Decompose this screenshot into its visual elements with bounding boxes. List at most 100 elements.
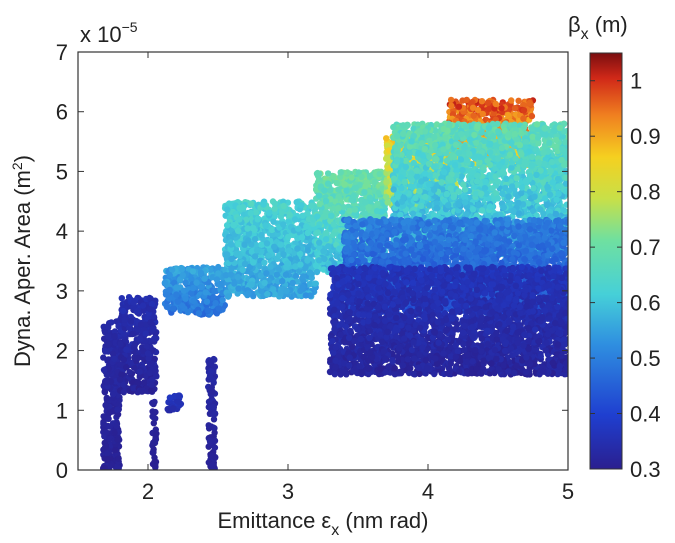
data-point <box>373 207 381 215</box>
data-point <box>231 280 238 287</box>
data-point <box>335 204 342 212</box>
data-point <box>205 422 212 429</box>
data-point <box>195 310 203 317</box>
data-point <box>152 367 159 375</box>
data-point <box>230 221 237 229</box>
data-point <box>188 290 195 297</box>
data-point <box>215 305 223 312</box>
data-point <box>104 322 112 330</box>
data-point <box>109 350 117 357</box>
data-point <box>101 389 109 396</box>
data-point <box>215 263 222 271</box>
data-point <box>117 341 124 348</box>
data-point <box>126 369 133 376</box>
data-point <box>131 341 139 348</box>
data-point <box>184 309 192 316</box>
data-point <box>383 179 390 186</box>
data-point <box>150 420 157 427</box>
data-point <box>168 266 176 273</box>
data-point <box>330 221 337 228</box>
data-point <box>251 253 259 260</box>
data-point <box>383 135 390 142</box>
data-point <box>151 398 158 406</box>
data-point <box>264 290 271 298</box>
data-point <box>322 197 330 205</box>
data-point <box>239 266 246 273</box>
data-point <box>120 389 128 396</box>
data-point <box>115 465 122 470</box>
data-point <box>299 283 306 291</box>
data-point <box>212 299 219 307</box>
data-point <box>335 186 342 193</box>
data-point <box>119 307 127 315</box>
data-point <box>116 376 124 383</box>
data-point <box>100 354 107 361</box>
data-point <box>189 268 197 275</box>
data-point <box>134 326 141 333</box>
data-point <box>131 364 138 371</box>
data-point <box>485 105 493 113</box>
data-point <box>209 293 217 301</box>
data-point <box>321 255 328 263</box>
data-point <box>235 285 242 292</box>
data-point <box>304 229 311 237</box>
data-point <box>136 368 143 375</box>
data-point <box>221 302 228 309</box>
data-point <box>120 381 127 388</box>
data-point <box>178 266 186 273</box>
data-point <box>103 394 111 402</box>
data-point <box>148 300 156 308</box>
data-point <box>108 408 116 415</box>
data-point <box>297 261 304 268</box>
data-point <box>366 173 374 180</box>
data-point <box>149 449 157 456</box>
data-point <box>209 376 217 384</box>
data-point <box>101 347 109 355</box>
data-point <box>228 241 235 248</box>
data-point <box>121 316 128 323</box>
data-point <box>498 105 505 112</box>
data-point <box>113 422 120 430</box>
data-point <box>235 241 242 248</box>
data-point <box>146 294 153 302</box>
data-point <box>324 170 332 177</box>
data-point <box>311 280 319 287</box>
data-point <box>508 97 515 104</box>
data-point <box>197 283 205 291</box>
data-point <box>197 269 204 276</box>
data-point <box>511 105 519 112</box>
data-point <box>111 429 118 437</box>
data-point <box>253 247 261 254</box>
data-point <box>271 243 278 250</box>
data-point <box>340 204 348 211</box>
data-point <box>207 358 214 365</box>
data-point <box>263 270 270 277</box>
data-point <box>267 263 274 270</box>
data-point <box>315 257 323 264</box>
data-point <box>263 240 271 247</box>
data-point <box>313 268 321 276</box>
data-point <box>346 207 353 215</box>
data-point <box>205 307 212 314</box>
data-point <box>211 288 218 295</box>
data-point <box>236 204 243 212</box>
data-point <box>298 202 305 209</box>
data-point <box>234 273 242 281</box>
data-point <box>478 98 486 105</box>
data-point <box>123 364 130 371</box>
data-point <box>492 100 499 108</box>
data-point <box>111 333 119 340</box>
data-point <box>102 443 110 450</box>
data-point <box>201 275 208 282</box>
data-point <box>265 209 273 216</box>
data-point <box>271 200 279 207</box>
data-point <box>208 452 215 459</box>
data-point <box>140 307 148 314</box>
data-point <box>470 112 477 119</box>
data-point <box>193 279 200 286</box>
data-point <box>130 385 137 392</box>
data-point <box>313 170 321 177</box>
data-point <box>228 265 235 272</box>
data-point <box>348 174 355 181</box>
data-point <box>300 273 307 280</box>
